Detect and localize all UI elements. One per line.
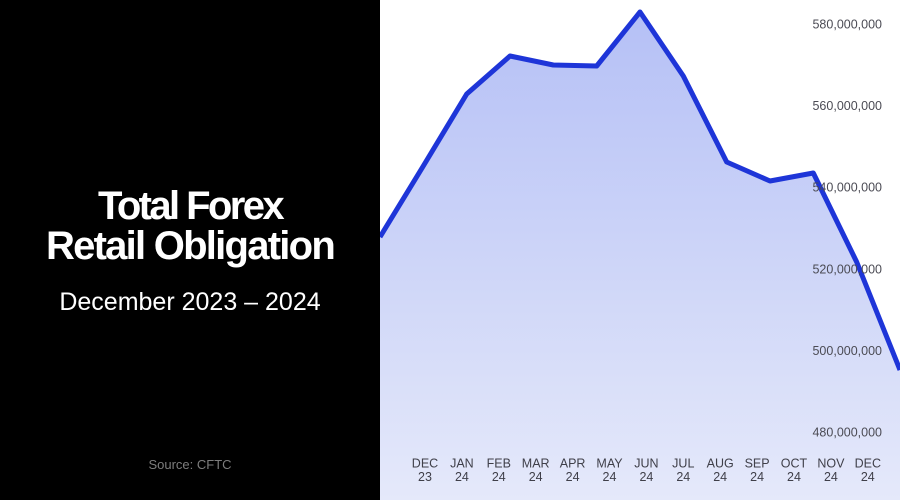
svg-text:560,000,000: 560,000,000: [812, 99, 882, 113]
svg-text:480,000,000: 480,000,000: [812, 426, 882, 440]
svg-text:500,000,000: 500,000,000: [812, 344, 882, 358]
svg-text:540,000,000: 540,000,000: [812, 181, 882, 195]
svg-text:580,000,000: 580,000,000: [812, 18, 882, 32]
svg-text:520,000,000: 520,000,000: [812, 262, 882, 276]
